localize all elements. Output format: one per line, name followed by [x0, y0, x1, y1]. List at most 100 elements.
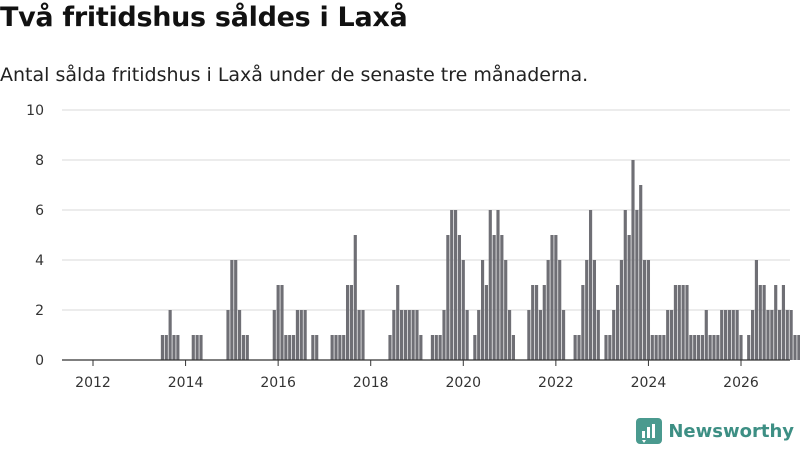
bar: [696, 335, 701, 360]
bar: [747, 335, 751, 360]
bar: [450, 210, 454, 360]
bar: [342, 335, 346, 360]
bar: [654, 335, 658, 360]
bar: [681, 285, 685, 360]
bar: [507, 310, 512, 360]
bar: [685, 285, 689, 360]
bar: [245, 335, 249, 360]
bar: [477, 310, 481, 360]
bar: [280, 285, 284, 360]
bar: [631, 160, 635, 360]
bar: [315, 335, 319, 360]
bar: [465, 310, 469, 360]
bar: [446, 235, 450, 360]
bar: [396, 285, 400, 360]
bar: [639, 185, 643, 360]
bar: [720, 310, 724, 360]
bar: [457, 235, 462, 360]
bar: [353, 235, 357, 360]
bar: [712, 335, 716, 360]
bar: [345, 285, 350, 360]
bar: [669, 310, 674, 360]
bar: [689, 335, 693, 360]
bar: [558, 260, 562, 360]
bar: [453, 210, 458, 360]
bar: [488, 210, 492, 360]
bar: [303, 310, 307, 360]
logo-text: Newsworthy: [668, 420, 794, 442]
bar: [461, 260, 465, 360]
bar: [442, 310, 446, 360]
bar: [762, 285, 766, 360]
y-tick-label: 10: [26, 103, 44, 119]
bar: [577, 335, 581, 360]
bar: [716, 335, 720, 360]
bar: [504, 260, 508, 360]
chart-title: Två fritidshus såldes i Laxå: [0, 2, 408, 33]
bar: [642, 260, 647, 360]
chart-subtitle: Antal sålda fritidshus i Laxå under de s…: [0, 64, 589, 86]
bar: [299, 310, 303, 360]
bar: [592, 260, 597, 360]
bar: [511, 335, 516, 360]
bar: [284, 335, 288, 360]
bar: [330, 335, 334, 360]
bar: [496, 210, 500, 360]
bar: [230, 260, 234, 360]
bar: [627, 235, 631, 360]
bar: [677, 285, 681, 360]
bar: [789, 310, 793, 360]
bar: [430, 335, 435, 360]
bar: [777, 310, 782, 360]
y-tick-label: 0: [35, 353, 44, 369]
bar: [581, 285, 585, 360]
bar: [785, 310, 789, 360]
bar-chart: 0246810220122014201620182020202220242026: [26, 103, 800, 391]
bar: [349, 285, 354, 360]
bar: [770, 310, 774, 360]
bar: [276, 285, 280, 360]
bar: [241, 335, 246, 360]
x-tick-label: 2024: [631, 375, 667, 391]
bar: [727, 310, 732, 360]
bar: [673, 285, 678, 360]
bar: [588, 210, 593, 360]
bar: [615, 285, 620, 360]
bar: [612, 310, 616, 360]
bar: [646, 260, 651, 360]
bar: [288, 335, 292, 360]
y-tick-label: 4: [35, 253, 44, 269]
bar: [619, 260, 624, 360]
x-tick-label: 2012: [75, 375, 111, 391]
bar: [662, 335, 666, 360]
bar: [338, 335, 342, 360]
bar: [392, 310, 396, 360]
bar: [750, 310, 755, 360]
bar: [438, 335, 442, 360]
bar: [608, 335, 612, 360]
bar: [484, 285, 489, 360]
bar: [160, 335, 165, 360]
bar: [434, 335, 438, 360]
bar: [168, 310, 172, 360]
bar: [334, 335, 338, 360]
bar: [291, 335, 296, 360]
bar: [473, 335, 477, 360]
bar: [554, 235, 558, 360]
bar: [534, 285, 539, 360]
bar: [635, 210, 639, 360]
bar: [199, 335, 203, 360]
bar: [542, 285, 546, 360]
bar: [164, 335, 168, 360]
bar: [700, 335, 705, 360]
bar: [415, 310, 419, 360]
bar: [272, 310, 276, 360]
bar: [527, 310, 531, 360]
bar: [361, 310, 365, 360]
bar: [561, 310, 566, 360]
bar: [172, 335, 176, 360]
y-tick-label: 2: [35, 303, 44, 319]
bar: [226, 310, 230, 360]
bar: [793, 335, 797, 360]
x-tick-label: 2016: [260, 375, 296, 391]
